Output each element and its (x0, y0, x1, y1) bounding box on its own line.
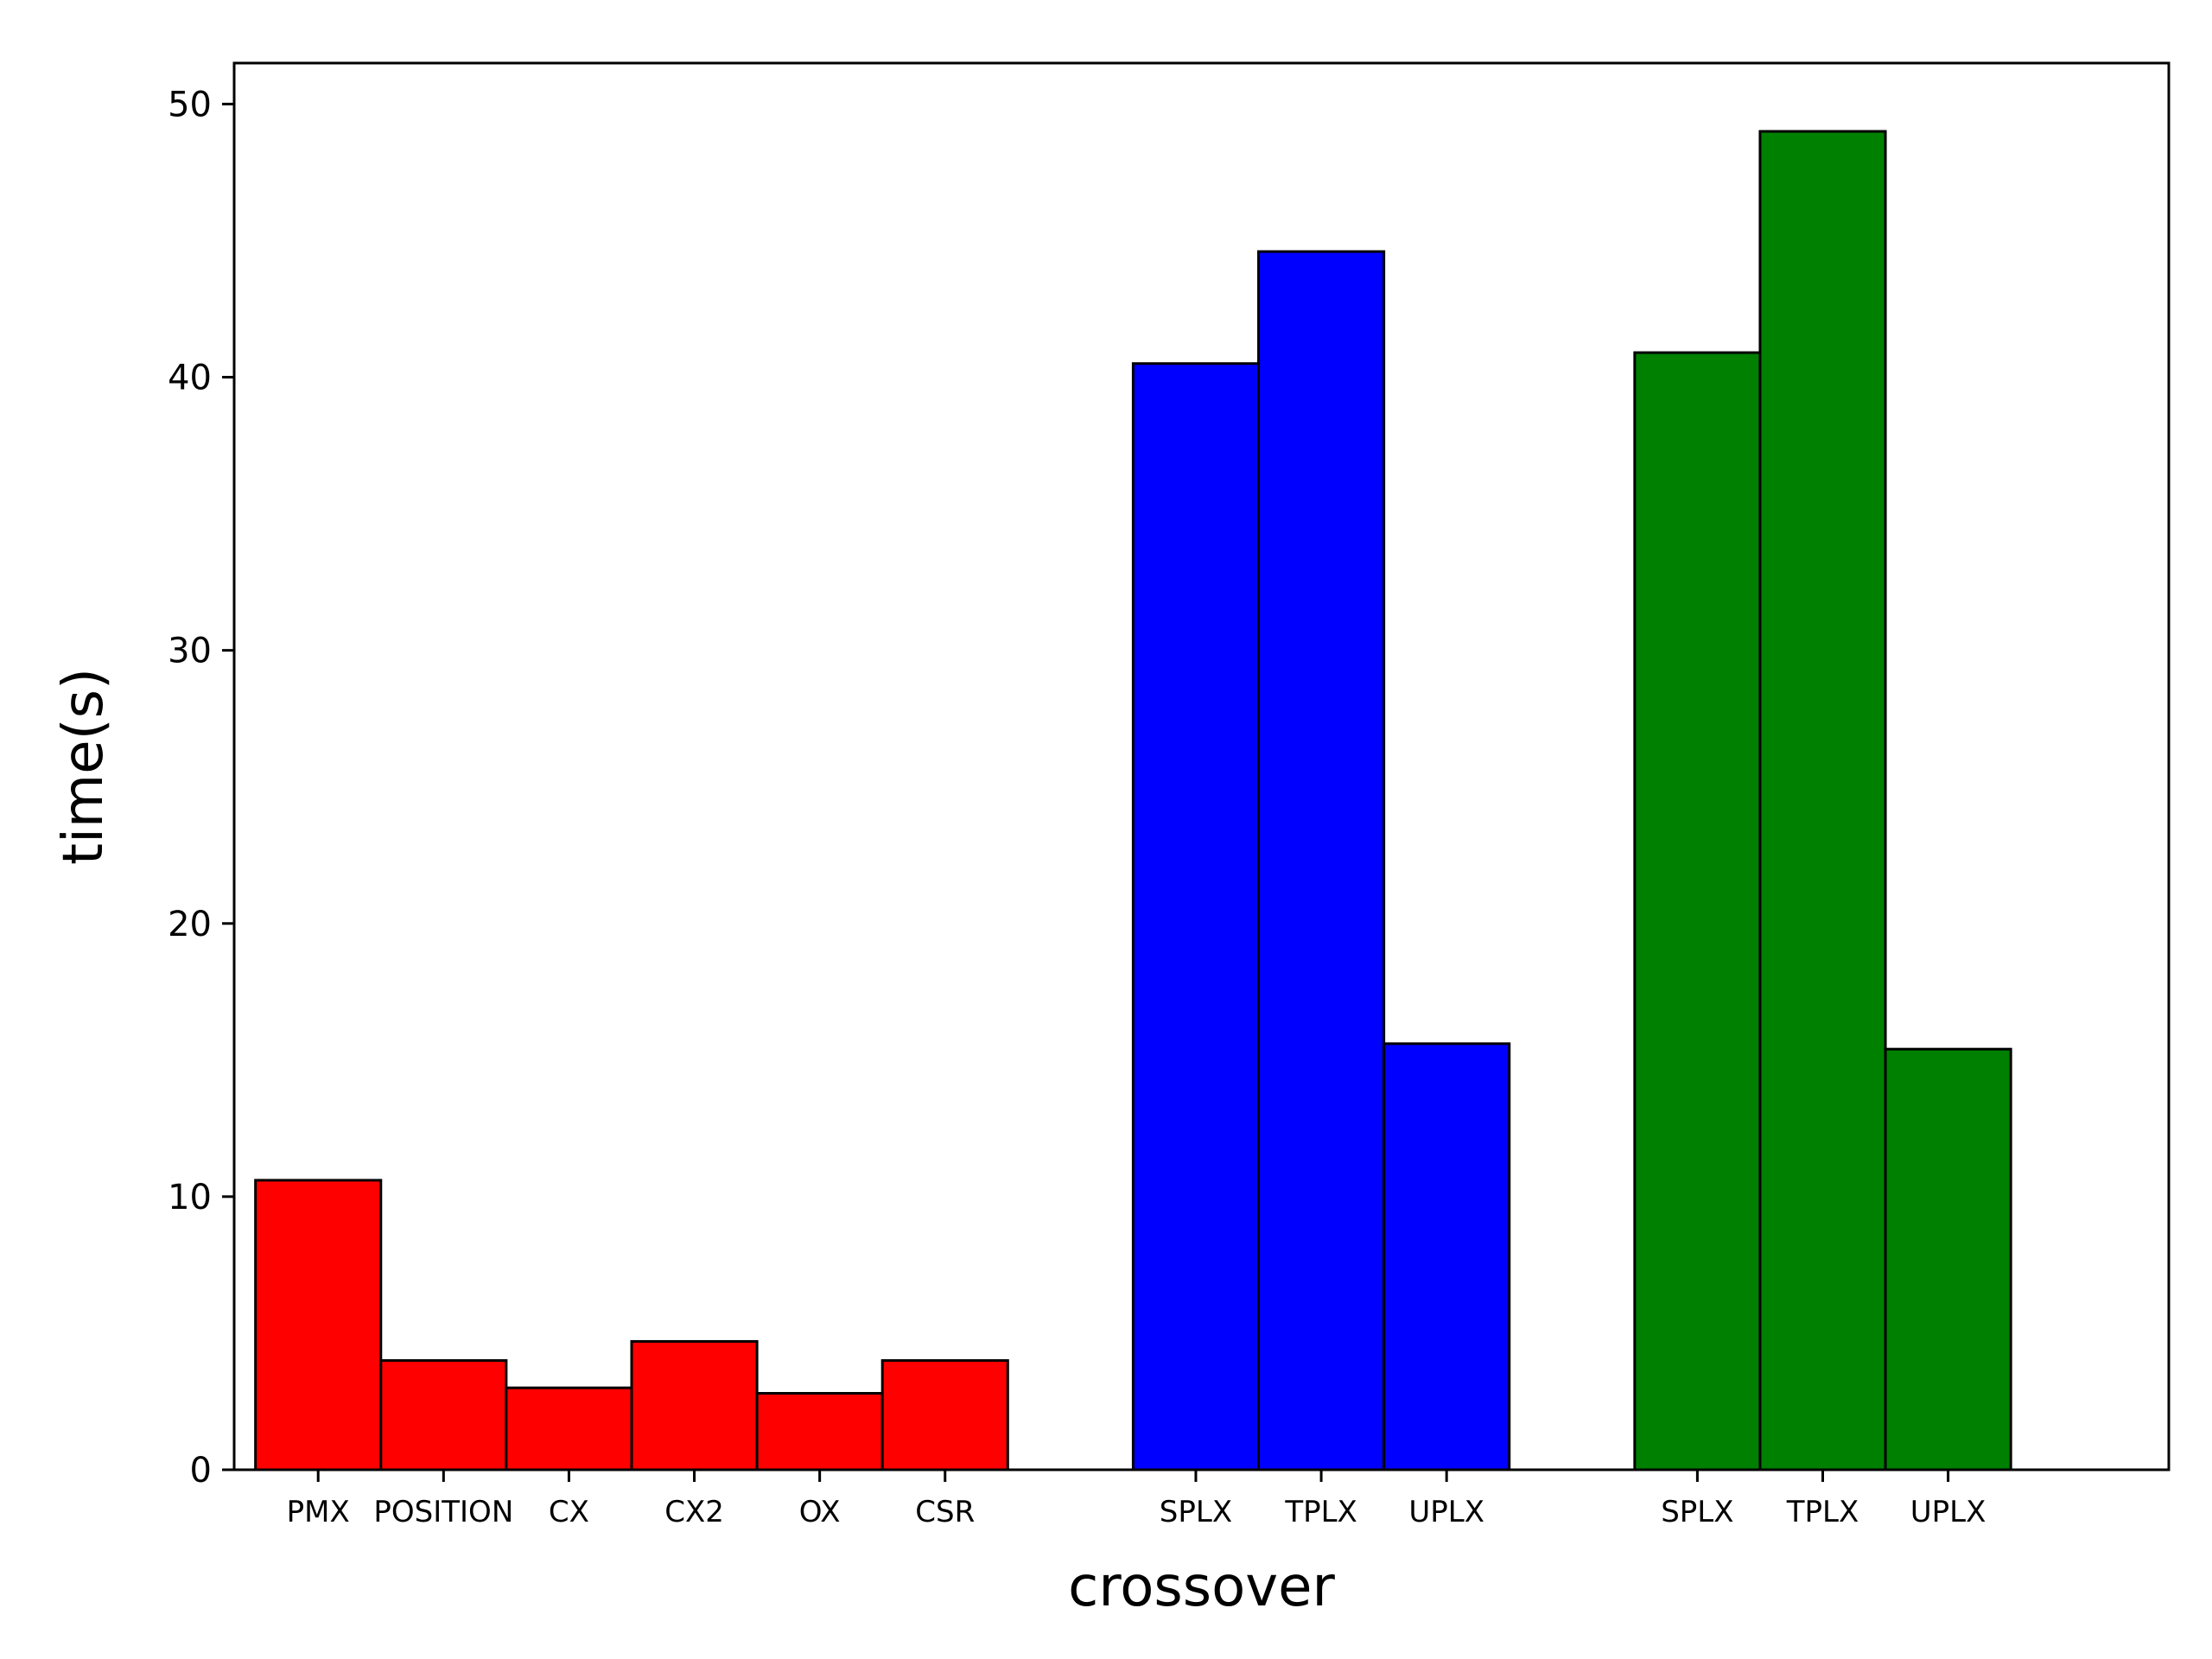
bar-ox-4 (755, 1391, 884, 1471)
x-tick-label: OX (799, 1495, 841, 1529)
x-tick-label: POSITION (373, 1495, 513, 1529)
x-tick-label: CX2 (664, 1495, 724, 1529)
y-ticks-group: 0 10 20 30 40 50 (168, 85, 234, 1491)
bar-cx-2 (505, 1386, 633, 1471)
y-tick-label: 0 (190, 1451, 212, 1491)
bar-cx2-3 (630, 1339, 759, 1471)
bar-uplx-8 (1382, 1042, 1511, 1471)
y-tick-label: 30 (168, 632, 212, 671)
bar-position-1 (379, 1359, 508, 1471)
bar-tplx-7 (1257, 250, 1386, 1471)
y-tick-label: 40 (168, 359, 212, 398)
x-tick-label: UPLX (1910, 1495, 1986, 1529)
x-tick-label: TPLX (1786, 1495, 1859, 1529)
x-tick-label: CSR (915, 1495, 975, 1529)
y-tick-label: 20 (168, 905, 212, 944)
bar-csr-5 (880, 1359, 1009, 1471)
plot-frame (232, 61, 2171, 1471)
bar-pmx-0 (254, 1179, 383, 1471)
bar-splx-6 (1131, 362, 1261, 1471)
x-tick-label: TPLX (1284, 1495, 1357, 1529)
bar-tplx-10 (1758, 130, 1887, 1471)
bars-group (254, 130, 2012, 1471)
x-tick-label: SPLX (1160, 1495, 1232, 1529)
x-ticks-group: PMX POSITION CX CX2 OX CSR SPLX TPLX UPLX SPLX TPL… (287, 1470, 1986, 1529)
bar-splx-9 (1633, 351, 1762, 1471)
x-tick-label: UPLX (1408, 1495, 1484, 1529)
x-axis-label: crossover (1068, 1555, 1335, 1619)
bar-uplx-11 (1884, 1047, 2012, 1471)
x-tick-label: SPLX (1661, 1495, 1733, 1529)
y-tick-label: 10 (168, 1178, 212, 1217)
x-tick-label: PMX (287, 1495, 350, 1529)
y-tick-label: 50 (168, 85, 212, 124)
x-tick-label: CX (549, 1495, 589, 1529)
y-axis-label: time(s) (52, 668, 116, 865)
